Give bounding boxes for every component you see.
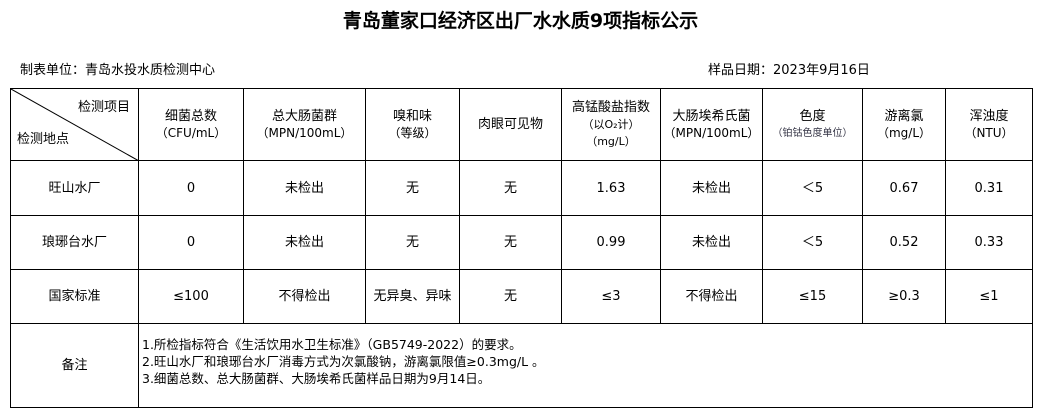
value-cell: 未检出 [660, 160, 763, 216]
value-cell: 未检出 [243, 160, 366, 216]
table-row: 琅琊台水厂 0 未检出无无 0.99 未检出 ＜5 0.52 0.33 [10, 215, 1033, 270]
table-row: 国家标准 ≤100 不得检出 无异臭、异味无 ≤3 不得检出 ≤15 ≥0.3 ≤1 [10, 269, 1033, 324]
value-cell: 无 [459, 160, 562, 216]
value-cell: 无 [365, 215, 460, 270]
header-unit: （MPN/100mL） [256, 125, 353, 140]
value-cell: 0.99 [561, 215, 661, 270]
remarks-row: 备注 1.所检指标符合《生活饮用水卫生标准》（GB5749-2022）的要求。 … [10, 323, 1033, 408]
value-cell: 0.52 [862, 215, 946, 270]
header-cell: 嗅和味 （等级） [365, 88, 460, 161]
header-name: 浑浊度 [969, 108, 1009, 124]
header-name: 游离氯 [884, 108, 924, 124]
header-unit: （CFU/mL） [155, 125, 227, 140]
header-cell: 色度 （铂钴色度单位） [762, 88, 863, 161]
site-cell: 国家标准 [10, 269, 139, 324]
value-cell: ≤3 [561, 269, 661, 324]
corner-top: 检测项目 [77, 100, 130, 115]
value-cell: 0.33 [945, 215, 1033, 270]
value-cell: 无 [459, 215, 562, 270]
value-cell: 0.67 [862, 160, 946, 216]
header-unit: （mg/L） [876, 125, 932, 140]
value-cell: 0 [138, 215, 244, 270]
header-unit-2: （mg/L） [586, 135, 636, 148]
header-unit: （MPN/100mL） [663, 125, 760, 140]
header-name: 肉眼可见物 [477, 117, 543, 132]
header-unit: （以O₂计） [582, 118, 640, 131]
header-row: 检测项目 检测地点 细菌总数 （CFU/mL） 总大肠菌群 （MPN/100mL） … [10, 88, 1033, 161]
value-cell: ＜5 [762, 215, 863, 270]
header-name: 高锰酸盐指数 [571, 100, 650, 115]
value-cell: ＜5 [762, 160, 863, 216]
header-name: 细菌总数 [164, 108, 217, 124]
value-cell: 无 [365, 160, 460, 216]
issuing-unit: 制表单位：青岛水投水质检测中心 [20, 63, 216, 78]
value-cell: 0.31 [945, 160, 1033, 216]
table-row: 旺山水厂 0 未检出无无 1.63 未检出 ＜5 0.67 0.31 [10, 160, 1033, 216]
remarks-label: 备注 [10, 323, 139, 408]
header-cell: 肉眼可见物 [459, 88, 562, 161]
diagonal-line [11, 89, 139, 161]
header-name: 色度 [799, 108, 826, 124]
remark-line: 3.细菌总数、总大肠菌群、大肠埃希氏菌样品日期为9月14日。 [142, 371, 491, 386]
header-cell: 高锰酸盐指数 （以O₂计） （mg/L） [561, 88, 661, 161]
value-cell: ≤100 [138, 269, 244, 324]
value-cell: ≤1 [945, 269, 1033, 324]
corner-cell: 检测项目 检测地点 [10, 88, 139, 161]
header-name: 嗅和味 [392, 108, 432, 124]
value-cell: ≤15 [762, 269, 863, 324]
site-cell: 旺山水厂 [10, 160, 139, 216]
value-cell: 不得检出 [243, 269, 366, 324]
remark-line: 1.所检指标符合《生活饮用水卫生标准》（GB5749-2022）的要求。 [142, 337, 522, 352]
value-cell: 无 [459, 269, 562, 324]
header-unit: （NTU） [964, 125, 1014, 140]
value-cell: 未检出 [660, 215, 763, 270]
value-cell: 不得检出 [660, 269, 763, 324]
header-cell: 细菌总数 （CFU/mL） [138, 88, 244, 161]
value-cell: 0 [138, 160, 244, 216]
remark-line: 2.旺山水厂和琅琊台水厂消毒方式为次氯酸钠，游离氯限值≥0.3mg/L 。 [142, 354, 545, 369]
site-cell: 琅琊台水厂 [10, 215, 139, 270]
header-unit: （铂钴色度单位） [772, 127, 853, 139]
header-cell: 大肠埃希氏菌 （MPN/100mL） [660, 88, 763, 161]
header-cell: 浑浊度 （NTU） [945, 88, 1033, 161]
header-cell: 总大肠菌群 （MPN/100mL） [243, 88, 366, 161]
page-title: 青岛董家口经济区出厂水水质9项指标公示 [342, 10, 699, 32]
value-cell: 未检出 [243, 215, 366, 270]
sample-date: 样品日期：2023年9月16日 [708, 63, 870, 78]
header-name: 大肠埃希氏菌 [672, 108, 751, 124]
remarks-content: 1.所检指标符合《生活饮用水卫生标准》（GB5749-2022）的要求。 2.旺… [138, 323, 1033, 408]
header-unit: （等级） [388, 125, 437, 140]
value-cell: 无异臭、异味 [365, 269, 460, 324]
value-cell: ≥0.3 [862, 269, 946, 324]
header-name: 总大肠菌群 [271, 108, 337, 124]
header-cell: 游离氯 （mg/L） [862, 88, 946, 161]
corner-bottom: 检测地点 [17, 132, 70, 147]
water-quality-table: 检测项目 检测地点 细菌总数 （CFU/mL） 总大肠菌群 （MPN/100mL） … [10, 88, 1033, 408]
value-cell: 1.63 [561, 160, 661, 216]
